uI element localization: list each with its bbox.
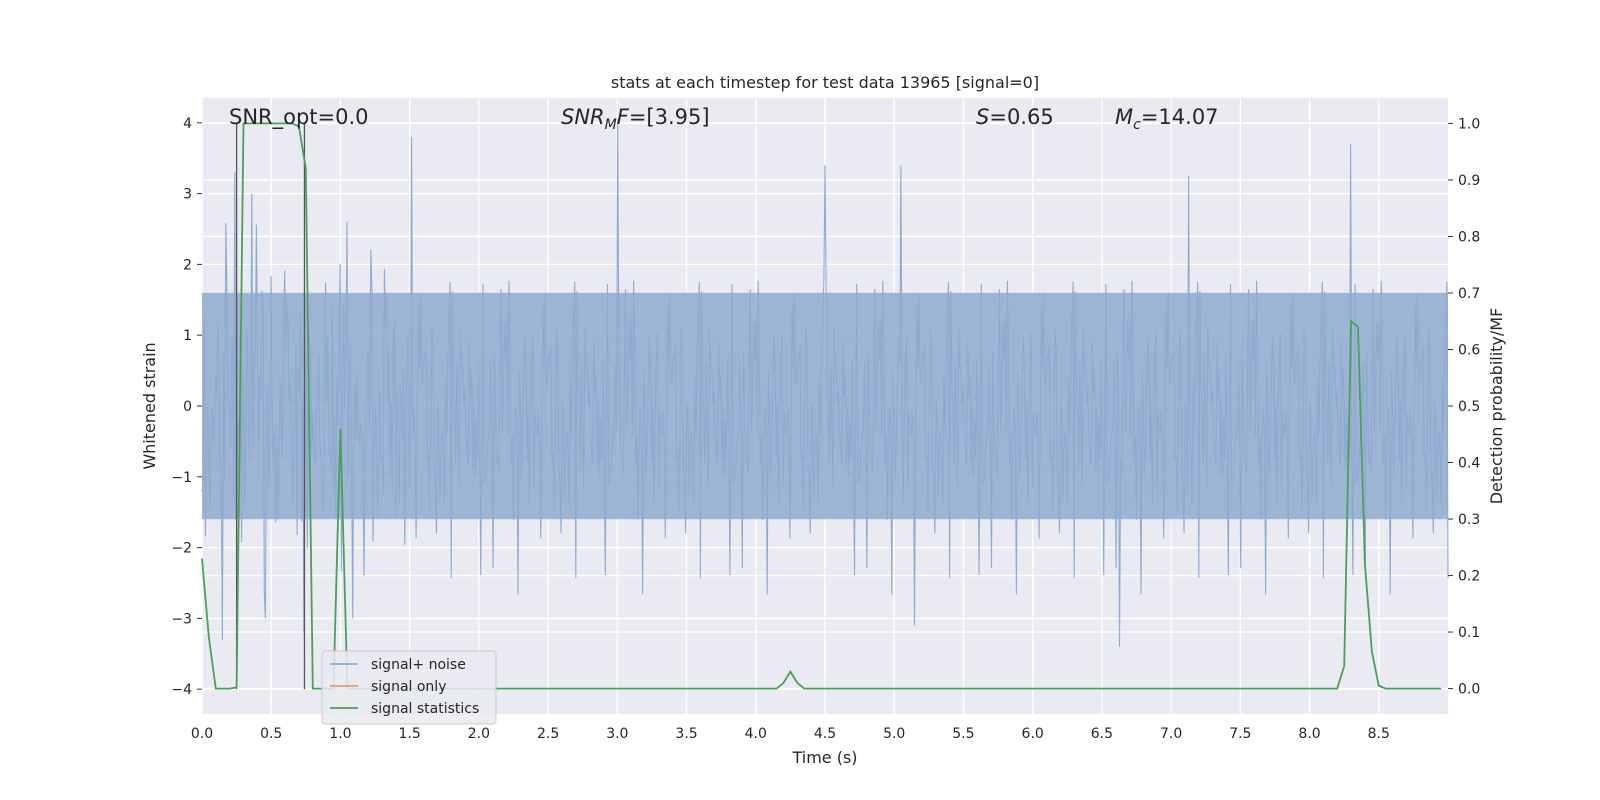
s-value: =0.65: [989, 105, 1053, 129]
snr-mf-value: =[3.95]: [629, 105, 710, 129]
y-tick-label: 0: [183, 399, 192, 415]
y2-tick-label: 0.2: [1458, 569, 1480, 585]
chart-title: stats at each timestep for test data 139…: [611, 73, 1039, 92]
mc-subscript: c: [1133, 117, 1141, 133]
s-symbol: S: [976, 105, 989, 129]
y2-tick-label: 0.7: [1458, 286, 1480, 302]
mc-annotation: Mc=14.07: [1115, 105, 1219, 133]
x-tick-label: 1.5: [399, 726, 421, 742]
x-tick-label: 0.0: [191, 726, 213, 742]
mc-symbol: M: [1115, 105, 1133, 129]
snr-mf-symbol: SNR: [561, 105, 605, 129]
x-tick-label: 5.5: [952, 726, 974, 742]
signal-statistics-line: [201, 122, 1442, 690]
y-tick-label: −2: [171, 541, 192, 557]
y2-tick-label: 1.0: [1458, 116, 1480, 132]
y-tick-label: −3: [171, 611, 192, 627]
legend: signal+ noise signal only signal statist…: [321, 650, 497, 725]
y-tick-label: 2: [183, 257, 192, 273]
legend-label-signal-plus-noise: signal+ noise: [371, 657, 466, 673]
x-axis-label: Time (s): [791, 748, 857, 767]
x-tick-label: 2.0: [468, 726, 490, 742]
signal-statistics-series: [201, 122, 1442, 690]
x-tick-label: 5.0: [883, 726, 905, 742]
x-tick-label: 2.5: [537, 726, 559, 742]
x-tick-label: 6.0: [1022, 726, 1044, 742]
y2-axis-label: Detection probability/MF: [1487, 308, 1506, 505]
x-tick-label: 8.0: [1298, 726, 1320, 742]
y-tick-label: 4: [183, 116, 192, 132]
vertical-markers: [235, 122, 306, 690]
y2-tick-label: 0.4: [1458, 456, 1480, 472]
y-tick-label: 3: [183, 187, 192, 203]
y-tick-label: −4: [171, 682, 192, 698]
y-axis-label: Whitened strain: [140, 342, 159, 469]
snr-mf-annotation: SNRMF=[3.95]: [561, 105, 710, 133]
x-tick-label: 7.0: [1160, 726, 1182, 742]
x-tick-label: 4.0: [745, 726, 767, 742]
x-tick-label: 7.5: [1229, 726, 1251, 742]
y2-tick-label: 0.8: [1458, 229, 1480, 245]
snr-opt-annotation: SNR_opt=0.0: [229, 105, 369, 130]
x-tick-label: 0.5: [260, 726, 282, 742]
y2-axis-ticks: 1.0 0.9 0.8 0.7 0.6 0.5 0.4 0.3 0.2 0.1 0.0: [1448, 116, 1480, 698]
legend-label-signal-statistics: signal statistics: [371, 701, 479, 717]
y-axis-ticks: 4 3 2 1 0 −1 −2 −3 −4: [171, 116, 202, 698]
signal-plus-noise-line: [201, 119, 1449, 647]
x-tick-label: 3.5: [675, 726, 697, 742]
x-tick-label: 1.0: [329, 726, 351, 742]
signal-plus-noise-series: [201, 119, 1449, 647]
x-tick-label: 3.0: [606, 726, 628, 742]
y2-tick-label: 0.1: [1458, 625, 1480, 641]
legend-label-signal-only: signal only: [371, 679, 446, 695]
y-tick-label: 1: [183, 328, 192, 344]
mc-value: =14.07: [1141, 105, 1219, 129]
x-tick-label: 6.5: [1091, 726, 1113, 742]
y2-tick-label: 0.9: [1458, 173, 1480, 189]
x-tick-label: 8.5: [1368, 726, 1390, 742]
y2-tick-label: 0.0: [1458, 682, 1480, 698]
legend-frame: [321, 650, 497, 725]
snr-mf-symbol-suffix: F: [617, 105, 630, 129]
s-annotation: S=0.65: [976, 105, 1054, 129]
y-tick-label: −1: [171, 470, 192, 486]
x-tick-label: 4.5: [814, 726, 836, 742]
y2-tick-label: 0.6: [1458, 342, 1480, 358]
x-axis-ticks: 0.0 0.5 1.0 1.5 2.0 2.5 3.0 3.5 4.0 4.5 5.0 5.5 6.0 6…: [191, 726, 1390, 742]
y2-tick-label: 0.5: [1458, 399, 1480, 415]
snr-mf-subscript: M: [605, 117, 617, 133]
y2-tick-label: 0.3: [1458, 512, 1480, 528]
